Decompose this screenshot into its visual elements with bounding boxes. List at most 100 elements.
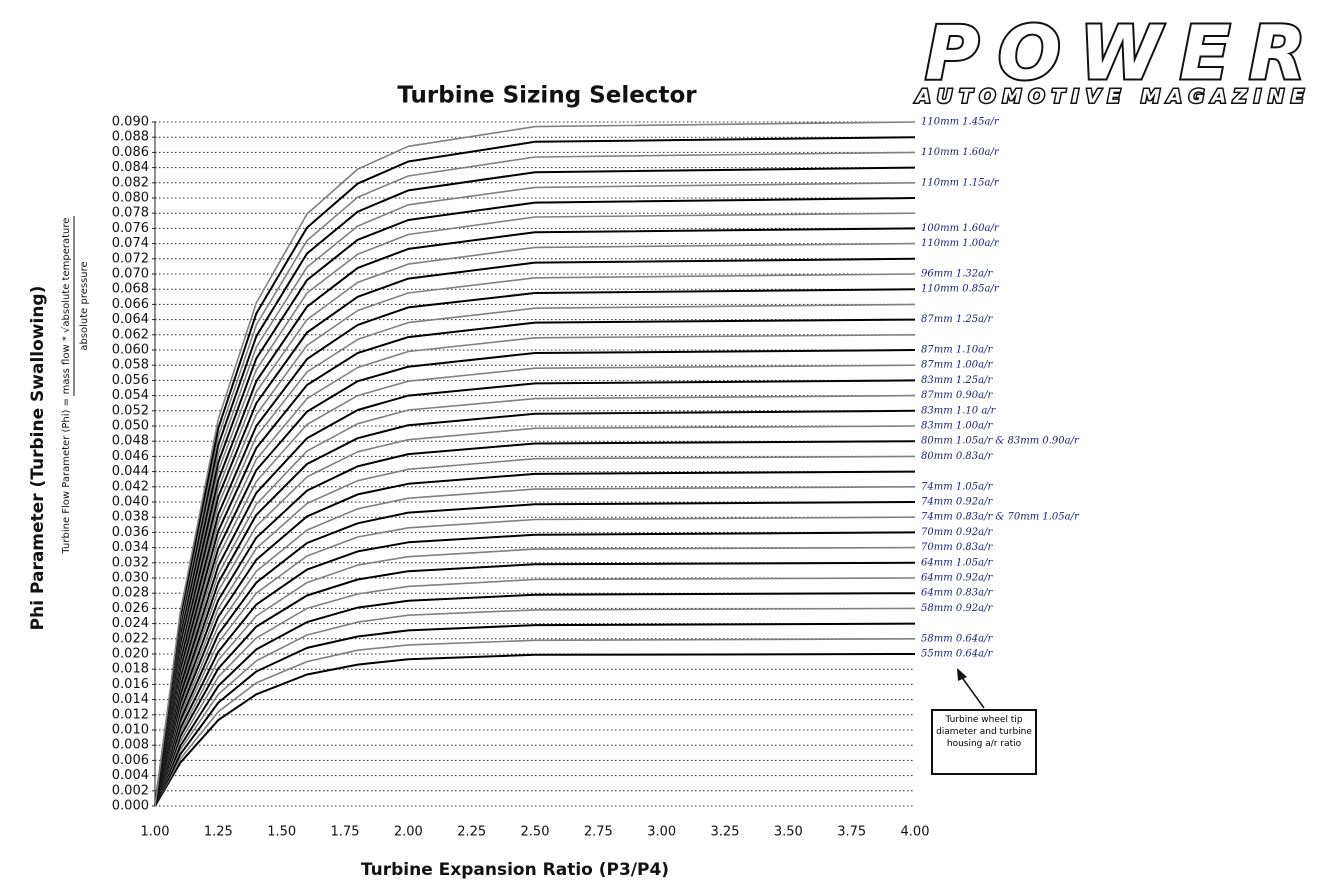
series-label: 74mm 1.05a/r <box>921 481 993 492</box>
curve <box>154 394 916 807</box>
curve <box>154 531 916 807</box>
series-label: 83mm 1.25a/r <box>921 375 993 386</box>
curve <box>154 318 916 807</box>
curve <box>154 425 916 807</box>
y-tick-label: 0.004 <box>112 768 149 783</box>
y-tick-label: 0.016 <box>112 677 149 692</box>
y-tick-label: 0.082 <box>112 175 149 190</box>
series-label: 58mm 0.92a/r <box>921 603 993 614</box>
y-tick-label: 0.086 <box>112 145 149 160</box>
curve <box>154 151 916 807</box>
y-tick-label: 0.050 <box>112 419 149 434</box>
y-tick-label: 0.068 <box>112 282 149 297</box>
curve <box>154 166 916 807</box>
x-tick-label: 3.25 <box>711 825 740 840</box>
x-tick-label: 1.50 <box>267 825 296 840</box>
series-label: 80mm 0.83a/r <box>921 451 993 462</box>
curve <box>154 409 916 807</box>
series-label: 80mm 1.05a/r & 83mm 0.90a/r <box>921 436 1080 447</box>
x-tick-label: 1.75 <box>331 825 360 840</box>
y-tick-label: 0.022 <box>112 631 149 646</box>
series-label: 58mm 0.64a/r <box>921 633 993 644</box>
y-tick-label: 0.002 <box>112 783 149 798</box>
x-tick-label: 3.75 <box>837 825 866 840</box>
y-tick-label: 0.028 <box>112 586 149 601</box>
y-sublabel-denominator: absolute pressure <box>79 261 90 350</box>
curve <box>154 561 916 807</box>
y-tick-label: 0.066 <box>112 297 149 312</box>
y-tick-label: 0.012 <box>112 707 149 722</box>
y-tick-label: 0.030 <box>112 571 149 586</box>
curve <box>154 470 916 807</box>
curve <box>154 653 916 807</box>
curve <box>154 455 916 807</box>
series-label: 64mm 0.92a/r <box>921 573 993 584</box>
x-tick-label: 4.00 <box>901 825 930 840</box>
y-tick-label: 0.076 <box>112 221 149 236</box>
y-sublabel-numerator: mass flow * √absolute temperature <box>61 218 72 395</box>
y-tick-label: 0.034 <box>112 540 149 555</box>
x-tick-label: 2.25 <box>457 825 486 840</box>
y-tick-label: 0.054 <box>112 388 149 403</box>
curve <box>154 257 916 807</box>
curve <box>154 516 916 807</box>
curve <box>154 197 916 807</box>
series-label: 96mm 1.32a/r <box>921 269 993 280</box>
y-tick-label: 0.036 <box>112 525 149 540</box>
brand-tagline: AUTOMOTIVE MAGAZINE <box>914 86 1306 108</box>
chart-title: Turbine Sizing Selector <box>397 83 697 109</box>
y-tick-label: 0.088 <box>112 130 149 145</box>
series-label: 87mm 1.10a/r <box>921 345 993 356</box>
y-tick-label: 0.090 <box>112 115 149 130</box>
curve <box>154 637 916 807</box>
series-label: 74mm 0.83a/r & 70mm 1.05a/r <box>921 512 1080 523</box>
y-tick-label: 0.056 <box>112 373 149 388</box>
series-label: 87mm 0.90a/r <box>921 390 993 401</box>
curve <box>154 607 916 807</box>
curve <box>154 303 916 807</box>
y-tick-label: 0.014 <box>112 692 149 707</box>
y-tick-label: 0.000 <box>112 799 149 814</box>
series-label: 70mm 0.92a/r <box>921 527 993 538</box>
curve <box>154 227 916 807</box>
y-axis-title: Phi Parameter (Turbine Swallowing) <box>28 286 48 631</box>
x-tick-label: 1.00 <box>141 825 170 840</box>
y-tick-label: 0.044 <box>112 464 149 479</box>
x-axis-title: Turbine Expansion Ratio (P3/P4) <box>361 860 669 880</box>
y-tick-label: 0.040 <box>112 495 149 510</box>
y-tick-label: 0.020 <box>112 647 149 662</box>
curve <box>154 349 916 807</box>
y-tick-label: 0.010 <box>112 723 149 738</box>
x-tick-label: 2.50 <box>521 825 550 840</box>
series-label: 87mm 1.25a/r <box>921 314 993 325</box>
curve <box>154 379 916 807</box>
curve <box>154 136 916 807</box>
arrow-head <box>957 668 967 681</box>
series-label: 55mm 0.64a/r <box>921 649 993 660</box>
series-label: 87mm 1.00a/r <box>921 360 993 371</box>
curve <box>154 182 916 807</box>
y-tick-label: 0.026 <box>112 601 149 616</box>
curve <box>154 364 916 807</box>
series-label: 83mm 1.10 a/r <box>921 405 997 416</box>
series-label: 64mm 1.05a/r <box>921 557 993 568</box>
y-tick-label: 0.024 <box>112 616 149 631</box>
curve <box>154 273 916 807</box>
y-tick-label: 0.064 <box>112 312 149 327</box>
x-tick-label: 3.00 <box>647 825 676 840</box>
x-tick-label: 2.75 <box>584 825 613 840</box>
y-tick-label: 0.038 <box>112 510 149 525</box>
series-label: 110mm 1.60a/r <box>921 147 1000 158</box>
y-tick-label: 0.006 <box>112 753 149 768</box>
y-tick-label: 0.072 <box>112 251 149 266</box>
series-label: 83mm 1.00a/r <box>921 421 993 432</box>
curve <box>154 486 916 807</box>
y-tick-label: 0.008 <box>112 738 149 753</box>
y-tick-label: 0.058 <box>112 358 149 373</box>
series-label: 64mm 0.83a/r <box>921 588 993 599</box>
y-tick-label: 0.074 <box>112 236 149 251</box>
y-tick-label: 0.018 <box>112 662 149 677</box>
curve <box>154 440 916 807</box>
x-tick-label: 3.50 <box>774 825 803 840</box>
